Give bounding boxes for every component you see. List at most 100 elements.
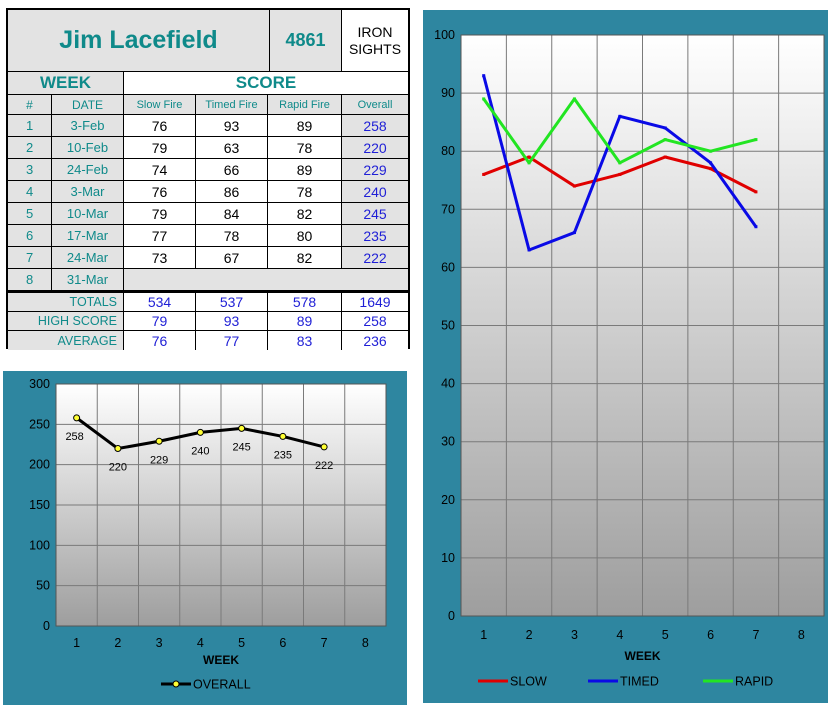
x-tick-label: 3 [571, 628, 578, 642]
category-label: IRON SIGHTS [342, 10, 408, 72]
data-label: 222 [315, 460, 333, 472]
cell-rapid-week-1: 89 [268, 115, 342, 137]
cell-overall-week-1: 258 [342, 115, 408, 137]
data-point [709, 149, 713, 153]
high-slow: 79 [124, 312, 196, 331]
col-rapid-header: Rapid Fire [268, 95, 342, 115]
data-point [618, 172, 622, 176]
cell-num-week-2: 2 [8, 137, 52, 159]
cell-overall-week-4: 240 [342, 181, 408, 203]
cell-timed-week-4: 86 [196, 181, 268, 203]
data-label: 220 [109, 462, 127, 474]
data-point [663, 138, 667, 142]
x-tick-label: 6 [279, 636, 286, 650]
data-point [527, 161, 531, 165]
col-date-header: DATE [52, 95, 124, 115]
y-tick-label: 70 [441, 202, 455, 216]
cell-slow-week-8 [124, 269, 196, 291]
high-timed: 93 [196, 312, 268, 331]
legend-label-timed: TIMED [620, 675, 659, 689]
y-tick-label: 10 [441, 551, 455, 565]
cell-overall-week-6: 235 [342, 225, 408, 247]
x-tick-label: 1 [73, 636, 80, 650]
week-heading: WEEK [8, 72, 124, 95]
shooter-id: 4861 [270, 10, 342, 72]
data-point [618, 114, 622, 118]
data-point [527, 248, 531, 252]
cell-date-week-4: 3-Mar [52, 181, 124, 203]
cell-slow-week-2: 79 [124, 137, 196, 159]
cell-timed-week-8 [196, 269, 268, 291]
cell-slow-week-4: 76 [124, 181, 196, 203]
legend-marker [491, 679, 495, 683]
cell-timed-week-6: 78 [196, 225, 268, 247]
cell-date-week-5: 10-Mar [52, 203, 124, 225]
data-point [663, 155, 667, 159]
cell-num-week-7: 7 [8, 247, 52, 269]
x-tick-label: 8 [798, 628, 805, 642]
cell-date-week-7: 24-Mar [52, 247, 124, 269]
score-heading: SCORE [124, 72, 408, 95]
x-tick-label: 3 [156, 636, 163, 650]
high-overall: 258 [342, 312, 408, 331]
x-axis-label: WEEK [203, 653, 239, 667]
cell-num-week-8: 8 [8, 269, 52, 291]
x-tick-label: 8 [362, 636, 369, 650]
y-tick-label: 60 [441, 260, 455, 274]
legend-marker [716, 679, 720, 683]
cell-slow-week-7: 73 [124, 247, 196, 269]
plot-border [460, 34, 825, 617]
data-point [754, 225, 758, 229]
data-point [709, 161, 713, 165]
x-tick-label: 2 [526, 628, 533, 642]
y-tick-label: 50 [36, 579, 50, 593]
data-point [572, 97, 576, 101]
cell-overall-week-2: 220 [342, 137, 408, 159]
cell-rapid-week-4: 78 [268, 181, 342, 203]
legend-label-slow: SLOW [510, 675, 547, 689]
y-tick-label: 200 [29, 458, 50, 472]
data-label: 258 [65, 431, 83, 443]
y-tick-label: 50 [441, 319, 455, 333]
cell-timed-week-2: 63 [196, 137, 268, 159]
cell-slow-week-5: 79 [124, 203, 196, 225]
totals-timed: 537 [196, 293, 268, 312]
data-label: 240 [191, 445, 209, 457]
cell-num-week-3: 3 [8, 159, 52, 181]
x-tick-label: 1 [480, 628, 487, 642]
x-tick-label: 2 [114, 636, 121, 650]
totals-slow: 534 [124, 293, 196, 312]
cell-rapid-week-8 [268, 269, 342, 291]
cell-timed-week-3: 66 [196, 159, 268, 181]
average-rapid: 83 [268, 331, 342, 350]
data-point [572, 184, 576, 188]
data-label: 245 [232, 441, 250, 453]
x-tick-label: 7 [752, 628, 759, 642]
legend-marker [601, 679, 605, 683]
data-label: 229 [150, 454, 168, 466]
data-point [155, 437, 163, 445]
data-point [196, 428, 204, 436]
scores-chart: 0 10 20 30 40 50 60 70 80 90 100 1 2 3 4 5 6 7 8 WEEK SLOW TI… [434, 28, 825, 689]
cell-rapid-week-7: 82 [268, 247, 342, 269]
average-overall: 236 [342, 331, 408, 350]
cell-date-week-2: 10-Feb [52, 137, 124, 159]
x-tick-label: 5 [662, 628, 669, 642]
overall-chart-panel: 0 50 100 150 200 250 300 1 2 3 4 5 6 7 8 WEEK 258 220 229 2… [3, 371, 407, 705]
y-tick-label: 20 [441, 493, 455, 507]
col-slow-header: Slow Fire [124, 95, 196, 115]
cell-slow-week-1: 76 [124, 115, 196, 137]
y-tick-label: 80 [441, 144, 455, 158]
data-point [572, 231, 576, 235]
y-tick-label: 30 [441, 435, 455, 449]
legend-label-overall: OVERALL [193, 678, 251, 692]
average-slow: 76 [124, 331, 196, 350]
data-point [279, 432, 287, 440]
y-tick-label: 100 [434, 28, 455, 42]
data-point [618, 161, 622, 165]
data-label: 235 [274, 449, 292, 461]
average-timed: 77 [196, 331, 268, 350]
cell-date-week-6: 17-Mar [52, 225, 124, 247]
totals-separator [8, 291, 408, 293]
score-table: Jim Lacefield 4861 IRON SIGHTS WEEK SCOR… [6, 8, 410, 350]
